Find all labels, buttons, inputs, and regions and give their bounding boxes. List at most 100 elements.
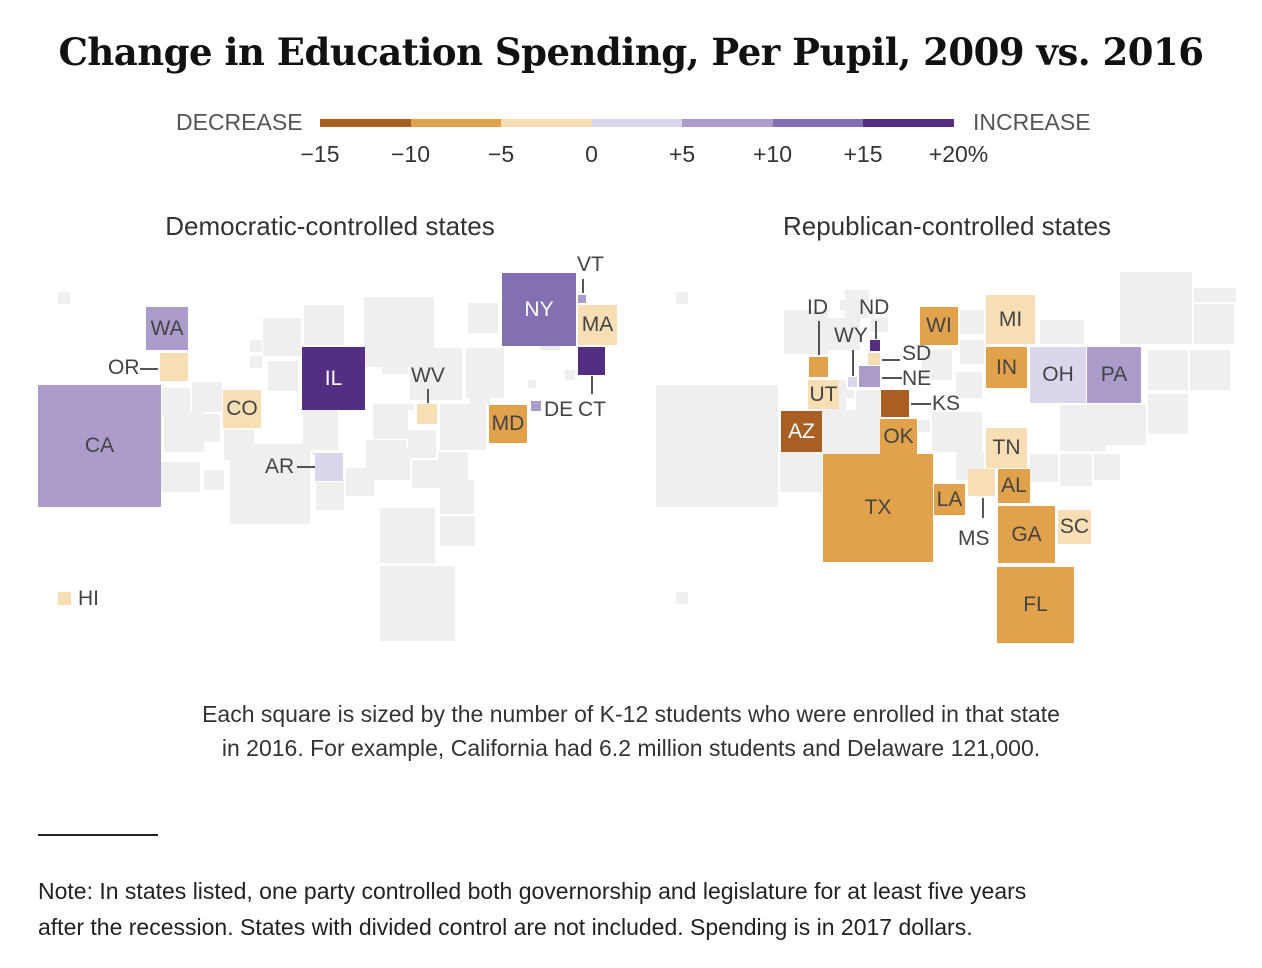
legend-segment [772, 119, 864, 127]
state-square-ks [881, 390, 909, 417]
state-label-pa: PA [1100, 363, 1128, 386]
state-square-ga [998, 506, 1055, 563]
other-state-square [380, 566, 455, 641]
other-state-square [303, 410, 338, 450]
footnote: Note: In states listed, one party contro… [38, 873, 1238, 945]
legend-decrease-label: DECREASE [176, 109, 303, 135]
callout-leader-line [911, 403, 931, 405]
other-state-square [1040, 320, 1084, 344]
other-state-square [932, 412, 982, 452]
other-state-square [922, 350, 952, 380]
legend-segment [591, 119, 683, 127]
other-state-square [466, 348, 504, 398]
callout-leader-line [882, 359, 900, 361]
state-label-or: OR [108, 356, 140, 379]
state-square-md [489, 405, 527, 443]
state-square-wi [920, 307, 958, 345]
legend-segment [863, 119, 954, 127]
other-state-square [438, 452, 468, 482]
state-label-ne: NE [902, 367, 932, 390]
other-state-square [440, 516, 475, 546]
legend-tick-label: −10 [390, 141, 431, 167]
other-state-square [204, 470, 224, 490]
legend-tick-label: +10 [752, 141, 793, 167]
state-label-de: DE [544, 398, 574, 421]
state-square-la [934, 484, 965, 515]
state-square-id [809, 357, 828, 377]
state-square-sc [1058, 510, 1091, 544]
other-state-square [1120, 272, 1192, 344]
state-square-ar [315, 453, 343, 481]
state-square-hi [58, 592, 71, 605]
other-state-square [565, 370, 575, 380]
callout-leader-line [582, 279, 584, 293]
other-state-square [1194, 304, 1234, 344]
legend-tick-label: 0 [585, 141, 598, 167]
other-state-square [676, 592, 688, 604]
other-state-square [440, 480, 474, 514]
state-label-hi: HI [78, 587, 99, 610]
other-state-square [918, 420, 930, 432]
other-state-square [250, 340, 262, 352]
other-state-square [250, 356, 262, 368]
state-square-pa [1087, 347, 1141, 403]
other-state-square [268, 361, 298, 391]
state-label-la: LA [936, 487, 963, 511]
other-state-square [784, 310, 828, 354]
other-state-square [230, 444, 310, 524]
state-square-ca [38, 385, 161, 507]
callout-leader-line [852, 350, 854, 376]
state-label-ar: AR [265, 455, 295, 478]
caption-line-2: in 2016. For example, California had 6.2… [221, 735, 1041, 761]
callout-leader-line [140, 368, 158, 370]
other-state-square [373, 404, 408, 439]
other-state-square [316, 482, 344, 510]
other-state-square [820, 410, 880, 454]
state-label-fl: FL [1023, 593, 1048, 616]
state-square-ct [578, 347, 605, 375]
state-label-il: IL [324, 366, 343, 390]
state-label-in: IN [996, 355, 1017, 379]
state-label-tx: TX [864, 496, 892, 519]
chart-caption: Each square is sized by the number of K-… [0, 697, 1262, 765]
legend-segment [682, 119, 773, 127]
other-state-square [1030, 454, 1058, 482]
state-label-sd: SD [902, 342, 932, 365]
other-state-square [263, 318, 301, 356]
other-state-square [412, 460, 440, 488]
state-label-ct: CT [578, 398, 606, 421]
state-label-vt: VT [577, 253, 604, 276]
state-label-az: AZ [788, 419, 815, 443]
other-state-square [346, 468, 374, 496]
other-state-square [382, 348, 408, 374]
state-square-wa [146, 307, 188, 350]
other-state-square [1060, 454, 1092, 486]
state-square-al [998, 469, 1030, 503]
other-state-square [192, 382, 222, 412]
other-state-square [1094, 454, 1120, 480]
state-label-nd: ND [859, 296, 890, 319]
state-square-de [531, 401, 541, 411]
legend-segment [320, 119, 411, 127]
state-square-oh [1030, 347, 1086, 403]
state-label-mi: MI [998, 307, 1023, 331]
republican-panel-title: Republican-controlled states [782, 211, 1112, 241]
state-square-il [302, 347, 365, 410]
callout-leader-line [591, 376, 593, 394]
other-state-square [1208, 288, 1222, 302]
state-square-sd [868, 353, 880, 365]
other-state-square [378, 448, 410, 480]
callout-leader-line [982, 498, 984, 518]
state-label-wi: WI [926, 314, 952, 337]
other-state-square [828, 318, 860, 350]
callout-leader-line [297, 466, 315, 468]
footnote-divider [38, 834, 158, 836]
state-square-tx [823, 454, 933, 562]
other-state-square [162, 388, 190, 416]
state-label-ga: GA [1011, 522, 1042, 546]
state-label-ut: UT [809, 382, 838, 406]
other-state-square [164, 412, 204, 452]
other-state-square [470, 398, 490, 404]
other-state-square [1060, 405, 1106, 451]
legend-tick-label: +20% [928, 141, 989, 167]
